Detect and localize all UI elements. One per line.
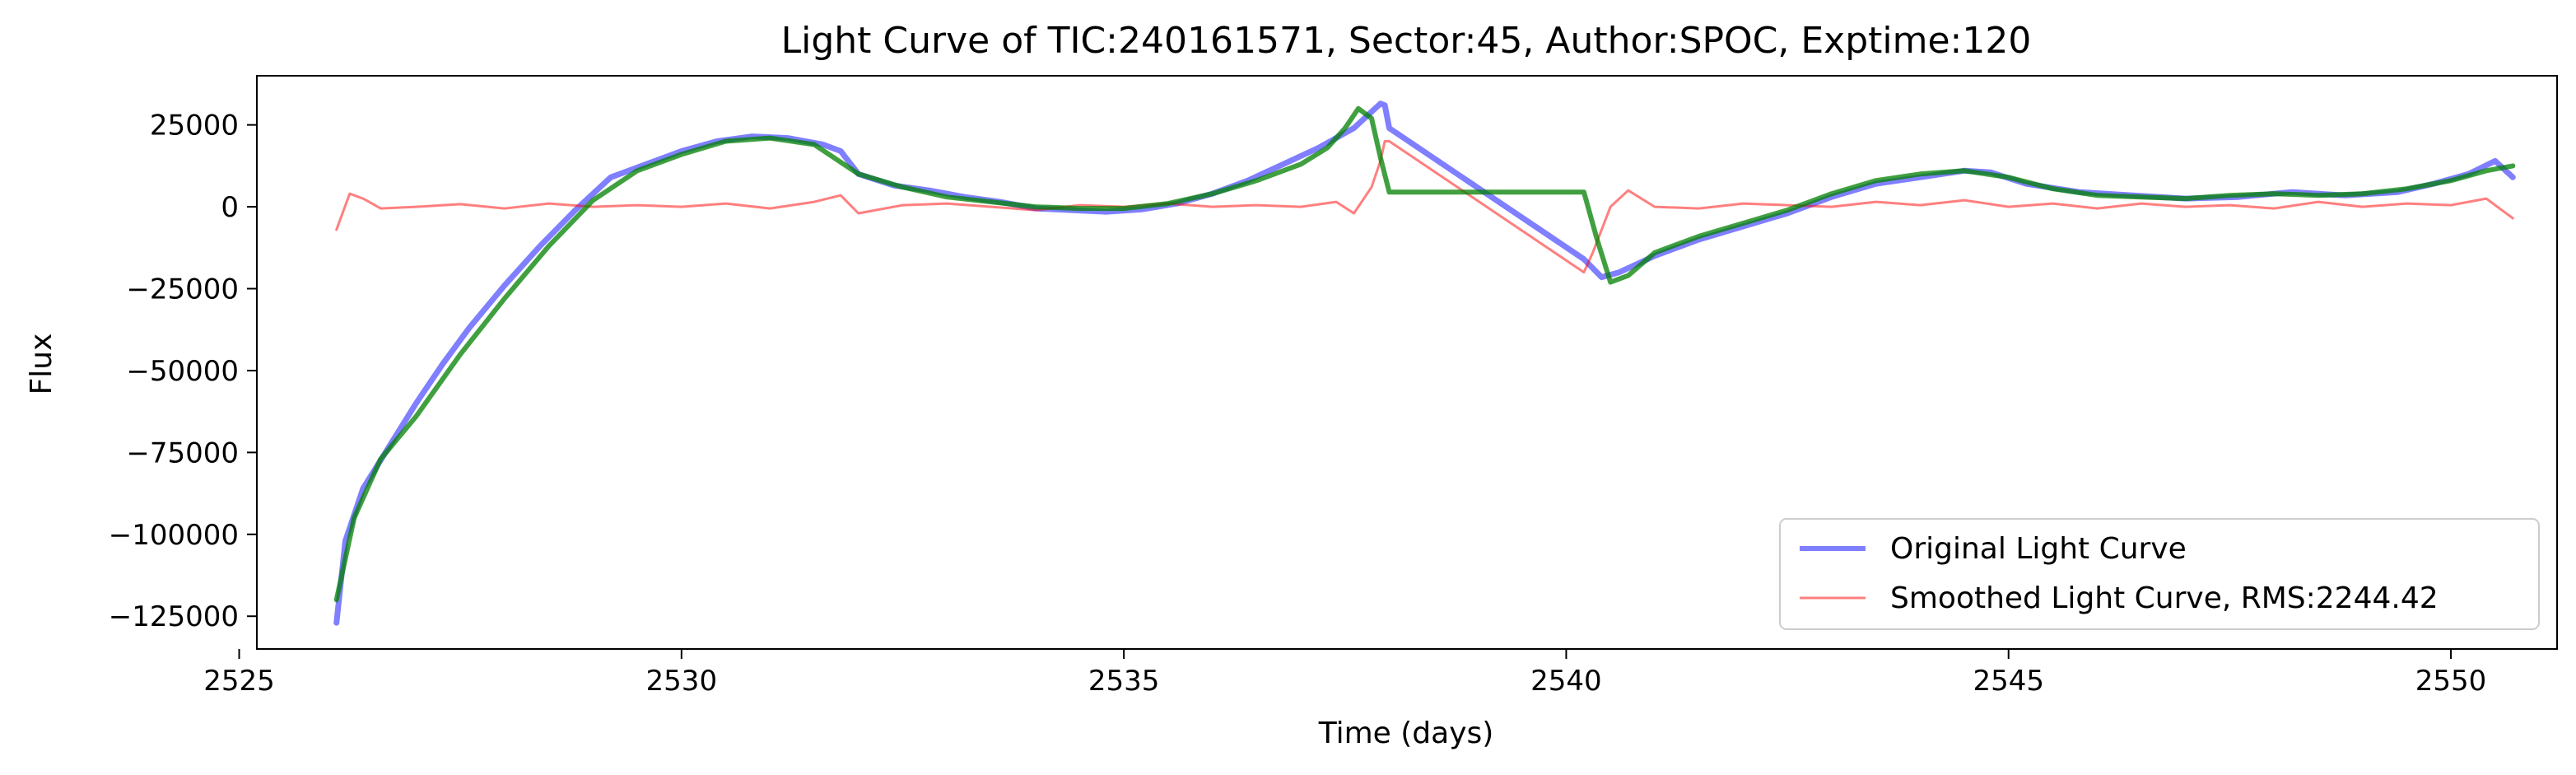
x-tick-label: 2535 — [1088, 665, 1160, 698]
y-tick-label: 25000 — [150, 110, 239, 142]
x-tick-label: 2540 — [1530, 665, 1602, 698]
y-tick-label: −75000 — [126, 437, 239, 469]
x-tick-label: 2530 — [646, 665, 718, 698]
legend-label-original: Original Light Curve — [1890, 532, 2187, 566]
plot-frame — [256, 75, 2558, 650]
series-trend-line — [333, 105, 2516, 603]
legend-box — [1779, 518, 2540, 630]
y-tick-label: −50000 — [126, 355, 239, 388]
y-axis-label: Flux — [25, 334, 58, 395]
x-axis-label: Time (days) — [1318, 717, 1494, 750]
y-axis-ticks: 25000 0 −25000 −50000 −75000 −100000 −125000 — [109, 110, 257, 633]
x-tick-label: 2545 — [1973, 665, 2044, 698]
plot-area — [256, 75, 2558, 650]
chart-title: Light Curve of TIC:240161571, Sector:45,… — [781, 20, 2032, 62]
series-smoothed-line — [335, 140, 2514, 274]
y-tick-label: −100000 — [109, 519, 239, 552]
x-axis-ticks: 2525 2530 2535 2540 2545 2550 — [203, 649, 2486, 698]
series-layer — [333, 100, 2516, 626]
legend-label-smoothed: Smoothed Light Curve, RMS:2244.42 — [1890, 581, 2439, 615]
legend: Original Light Curve Smoothed Light Curv… — [1779, 518, 2540, 630]
y-tick-label: −25000 — [126, 273, 239, 306]
y-tick-label: 0 — [221, 191, 239, 224]
x-tick-label: 2550 — [2415, 665, 2487, 698]
x-tick-label: 2525 — [203, 665, 275, 698]
y-tick-label: −125000 — [109, 600, 239, 633]
